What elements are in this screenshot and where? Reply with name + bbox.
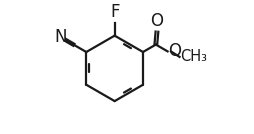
Text: O: O — [150, 12, 164, 30]
Text: O: O — [168, 42, 181, 60]
Text: F: F — [110, 3, 119, 21]
Text: N: N — [55, 28, 67, 46]
Text: CH₃: CH₃ — [180, 49, 208, 64]
